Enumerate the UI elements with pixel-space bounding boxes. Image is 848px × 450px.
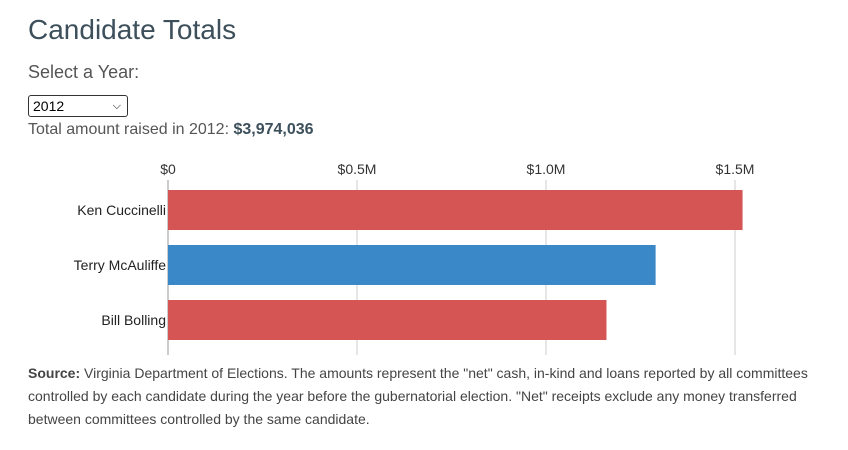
x-tick-label: $0.5M [338, 161, 377, 177]
year-select-value: 2012 [33, 98, 65, 114]
total-raised-amount: $3,974,036 [233, 121, 314, 138]
total-raised-label: Total amount raised in 2012: [28, 121, 230, 138]
category-label: Terry McAuliffe [74, 257, 167, 273]
category-label: Ken Cuccinelli [77, 202, 166, 218]
x-tick-label: $1.0M [527, 161, 566, 177]
x-tick-label: $1.5M [716, 161, 755, 177]
chevron-down-icon: ⌵ [112, 99, 121, 112]
source-label: Source: [28, 365, 81, 381]
year-select[interactable]: 2012 ⌵ [28, 95, 128, 117]
bar-chart: $0 $0.5M $1.0M $1.5M Ken Cuccinelli Terry McA… [74, 161, 755, 355]
bar[interactable] [168, 245, 656, 285]
total-raised: Total amount raised in 2012: $3,974,036 [28, 121, 314, 139]
category-label: Bill Bolling [101, 312, 166, 328]
bar[interactable] [168, 190, 743, 230]
source-text: Virginia Department of Elections. The am… [28, 365, 808, 427]
source-note: Source: Virginia Department of Elections… [28, 362, 828, 431]
year-select-label: Select a Year: [28, 62, 140, 82]
page-title: Candidate Totals [28, 14, 237, 45]
x-tick-label: $0 [160, 161, 176, 177]
bar[interactable] [168, 300, 607, 340]
